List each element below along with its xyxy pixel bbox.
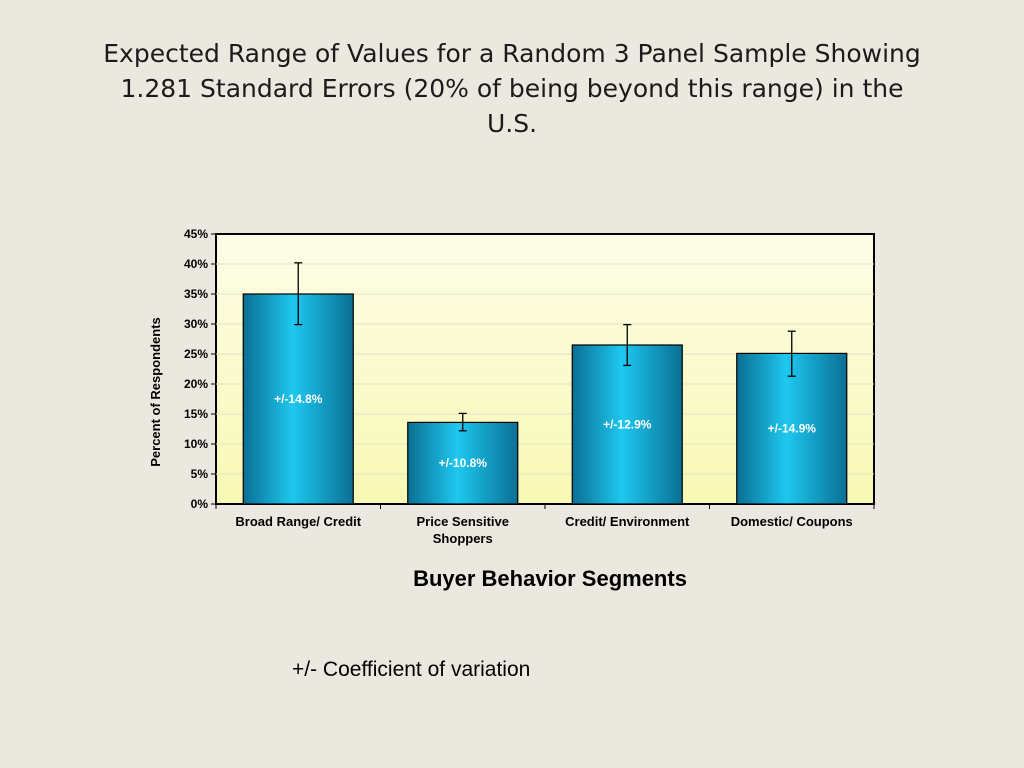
bar <box>571 344 683 505</box>
x-tick-label: Broad Range/ Credit <box>235 514 361 529</box>
data-labels: +/-14.8% +/-10.8% +/-12.9% +/-14.9% <box>274 392 816 470</box>
y-tick-label: 15% <box>184 407 208 421</box>
x-tick-label: Shoppers <box>433 531 493 546</box>
x-tick-label: Domestic/ Coupons <box>731 514 853 529</box>
y-tick-label: 35% <box>184 287 208 301</box>
bars <box>242 293 848 505</box>
bar <box>407 421 519 505</box>
x-axis: Broad Range/ Credit Price Sensitive Shoppe… <box>215 504 875 546</box>
title-line-1: Expected Range of Values for a Random 3 … <box>103 39 921 68</box>
footnote: +/- Coefficient of variation <box>292 658 531 681</box>
y-tick-label: 25% <box>184 347 208 361</box>
data-label: +/-10.8% <box>439 456 488 470</box>
y-tick-label: 30% <box>184 317 208 331</box>
title-line-3: U.S. <box>486 109 538 138</box>
data-label: +/-14.9% <box>768 422 817 436</box>
x-tick-label: Price Sensitive <box>417 514 510 529</box>
y-axis-title: Percent of Respondents <box>148 317 163 467</box>
data-label: +/-12.9% <box>603 418 652 432</box>
y-tick-label: 45% <box>184 227 208 241</box>
y-tick-label: 40% <box>184 257 208 271</box>
bar <box>242 293 354 505</box>
error-bars <box>294 262 796 432</box>
bar <box>736 352 848 505</box>
y-tick-label: 20% <box>184 377 208 391</box>
x-axis-title: Buyer Behavior Segments <box>413 566 687 591</box>
title-line-2: 1.281 Standard Errors (20% of being beyo… <box>120 74 904 103</box>
y-axis: 0% 5% 10% 15% 20% 25% 30% 35% 40% 45% <box>184 227 216 511</box>
y-tick-label: 5% <box>191 467 209 481</box>
slide-title: Expected Range of Values for a Random 3 … <box>40 36 984 141</box>
x-tick-label: Credit/ Environment <box>565 514 690 529</box>
y-tick-label: 0% <box>191 497 209 511</box>
y-tick-label: 10% <box>184 437 208 451</box>
data-label: +/-14.8% <box>274 392 323 406</box>
